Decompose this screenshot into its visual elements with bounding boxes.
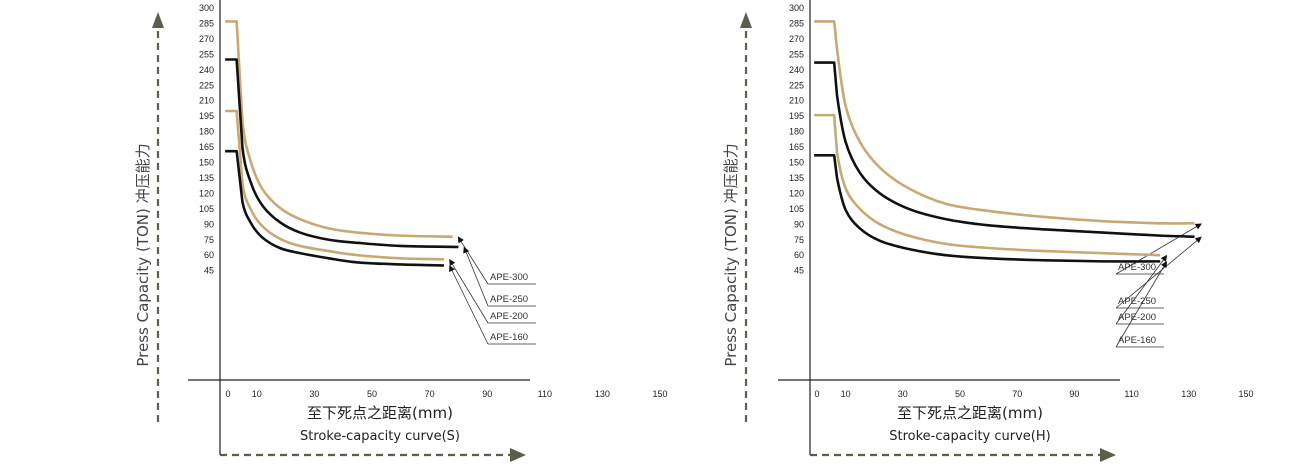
x-tick-label: 130 xyxy=(1181,389,1196,399)
series-leader-line xyxy=(1115,254,1168,325)
series-line-ape-250 xyxy=(225,58,459,249)
x-tick-label: 0 xyxy=(225,389,230,399)
y-axis-label: Press Capacity (TON) 冲压能力 xyxy=(722,143,740,366)
y-tick-label: 135 xyxy=(789,173,804,183)
series-line-ape-250 xyxy=(814,61,1195,238)
chart-panel-2: 3002852702552402252101951801651501351201… xyxy=(722,0,1254,462)
y-tick-label: 270 xyxy=(789,34,804,44)
x-tick-label: 50 xyxy=(367,389,377,399)
series-label: APE-200 xyxy=(490,311,528,322)
series-leader-line xyxy=(1115,261,1168,348)
series-leader-line xyxy=(449,265,489,345)
series-line-ape-300 xyxy=(814,20,1195,225)
y-tick-label: 195 xyxy=(789,111,804,121)
y-tick-label: 45 xyxy=(204,266,214,276)
x-arrow-head-icon xyxy=(1100,448,1116,462)
series-line-ape-200 xyxy=(225,109,445,261)
y-tick-label: 150 xyxy=(199,158,214,168)
series-line-ape-300 xyxy=(225,20,453,238)
x-tick-label: 150 xyxy=(1238,389,1253,399)
x-tick-label: 50 xyxy=(955,389,965,399)
y-tick-label: 60 xyxy=(204,250,214,260)
x-tick-label: 70 xyxy=(1012,389,1022,399)
y-tick-label: 105 xyxy=(789,204,804,214)
x-tick-label: 0 xyxy=(814,389,819,399)
y-tick-label: 150 xyxy=(789,158,804,168)
y-tick-label: 255 xyxy=(789,49,804,59)
y-tick-label: 240 xyxy=(199,65,214,75)
series-line-ape-160 xyxy=(225,149,445,267)
series-label: APE-250 xyxy=(1118,296,1156,307)
x-tick-label: 110 xyxy=(1124,389,1138,399)
chart-subtitle: Stroke-capacity curve(S) xyxy=(300,429,460,444)
series-label: APE-300 xyxy=(490,272,528,283)
x-tick-label: 10 xyxy=(841,389,851,399)
chart-subtitle: Stroke-capacity curve(H) xyxy=(889,429,1050,444)
series-line-ape-160 xyxy=(814,153,1161,263)
chart-panel-1: 3002852702552402252101951801651501351201… xyxy=(134,0,668,462)
y-tick-label: 120 xyxy=(789,188,804,198)
x-axis-label: 至下死点之距离(mm) xyxy=(307,404,453,422)
y-tick-label: 60 xyxy=(794,250,804,260)
y-tick-label: 225 xyxy=(789,80,804,90)
x-tick-label: 110 xyxy=(538,389,552,399)
series-leader-line xyxy=(449,258,489,324)
y-tick-label: 45 xyxy=(794,266,804,276)
y-tick-label: 180 xyxy=(789,127,804,137)
series-label: APE-200 xyxy=(1118,312,1156,323)
series-label: APE-300 xyxy=(1118,262,1156,273)
y-tick-label: 270 xyxy=(199,34,214,44)
series-leader-line xyxy=(457,236,489,285)
series-label: APE-160 xyxy=(490,332,528,343)
y-tick-label: 300 xyxy=(789,3,804,13)
series-leader-line xyxy=(1115,223,1202,275)
x-tick-label: 10 xyxy=(252,389,262,399)
y-tick-label: 210 xyxy=(199,96,214,106)
y-tick-label: 300 xyxy=(199,3,214,13)
y-tick-label: 135 xyxy=(199,173,214,183)
y-tick-label: 90 xyxy=(204,219,214,229)
x-tick-label: 90 xyxy=(482,389,492,399)
y-tick-label: 165 xyxy=(789,142,804,152)
series-leader-line xyxy=(1115,236,1202,309)
y-tick-label: 225 xyxy=(199,80,214,90)
y-tick-label: 75 xyxy=(204,235,214,245)
y-tick-label: 120 xyxy=(199,188,214,198)
y-tick-label: 285 xyxy=(199,18,214,28)
y-tick-label: 90 xyxy=(794,219,804,229)
y-tick-label: 210 xyxy=(789,96,804,106)
x-tick-label: 150 xyxy=(652,389,667,399)
x-axis-label: 至下死点之距离(mm) xyxy=(897,404,1043,422)
y-tick-label: 75 xyxy=(794,235,804,245)
y-tick-label: 195 xyxy=(199,111,214,121)
y-tick-label: 285 xyxy=(789,18,804,28)
series-leader-line xyxy=(463,246,489,307)
x-tick-label: 30 xyxy=(898,389,908,399)
x-tick-label: 30 xyxy=(309,389,319,399)
series-label: APE-160 xyxy=(1118,335,1156,346)
y-tick-label: 180 xyxy=(199,127,214,137)
series-label: APE-250 xyxy=(490,294,528,305)
series-line-ape-200 xyxy=(814,113,1161,257)
y-tick-label: 240 xyxy=(789,65,804,75)
y-tick-label: 255 xyxy=(199,49,214,59)
x-tick-label: 130 xyxy=(595,389,610,399)
y-arrow-head-icon xyxy=(740,12,752,28)
x-tick-label: 90 xyxy=(1069,389,1079,399)
x-tick-label: 70 xyxy=(425,389,435,399)
y-tick-label: 105 xyxy=(199,204,214,214)
y-arrow-head-icon xyxy=(152,12,164,28)
x-arrow-head-icon xyxy=(510,448,526,462)
y-tick-label: 165 xyxy=(199,142,214,152)
y-axis-label: Press Capacity (TON) 冲压能力 xyxy=(134,143,152,366)
